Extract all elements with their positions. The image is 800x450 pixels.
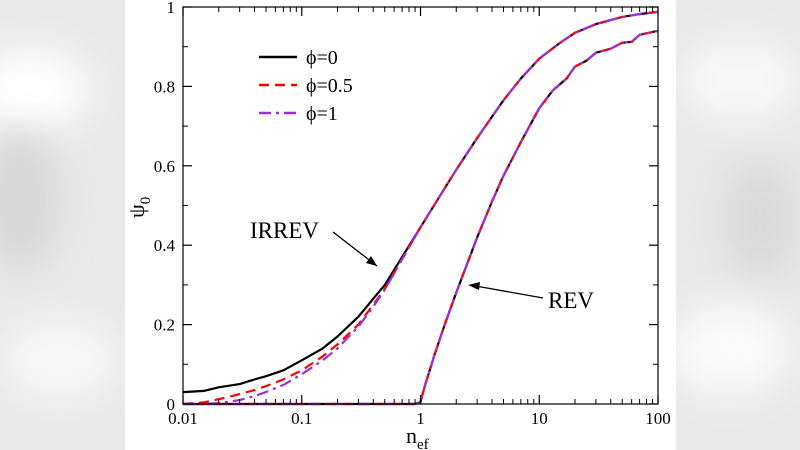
y-tick-label: 0.6 (154, 157, 175, 176)
y-tick-label: 0 (167, 395, 176, 414)
x-tick-label: 0.01 (168, 409, 198, 428)
axis-ticks: 0.01 0.1 1 10 100 0 0.2 0.4 0.6 0.8 1 (154, 0, 671, 428)
y-tick-label: 0.4 (154, 236, 176, 255)
x-axis-label-main: n (406, 423, 417, 448)
legend-label: ϕ=0.5 (306, 75, 353, 97)
annotation-rev: REV (548, 288, 594, 313)
series-layer (182, 10, 659, 406)
series-line-rev-0-5 (183, 29, 659, 406)
y-tick-label: 0.8 (154, 77, 175, 96)
x-tick-label: 1 (416, 409, 425, 428)
x-axis-label-subscript: ef (417, 437, 429, 450)
legend-label: ϕ=0 (306, 47, 338, 69)
x-tick-label: 0.1 (291, 409, 312, 428)
chart-panel: 0.01 0.1 1 10 100 0 0.2 0.4 0.6 0.8 1 ϕ=0 ϕ=0.5 ϕ=1 … (125, 0, 676, 450)
x-axis-label: nef (406, 423, 429, 450)
series-line-irrev-0 (182, 10, 659, 394)
legend-label: ϕ=1 (306, 103, 338, 125)
y-tick-label: 0.2 (154, 316, 175, 335)
annotation-rev-arrowhead (468, 282, 480, 290)
legend: ϕ=0 ϕ=0.5 ϕ=1 (259, 47, 353, 125)
y-axis-label-main: ψ (125, 204, 149, 218)
y-axis-label: ψ0 (125, 197, 154, 218)
x-tick-label: 10 (531, 409, 548, 428)
x-tick-label: 100 (645, 409, 671, 428)
annotation-rev-arrow (469, 284, 544, 299)
series-line-irrev-1 (183, 10, 659, 406)
series-line-irrev-0-5 (182, 10, 659, 406)
y-axis-label-subscript: 0 (138, 197, 154, 205)
plot-frame (182, 6, 659, 405)
series-line-rev-1 (183, 29, 659, 406)
annotation-irrev: IRREV (250, 218, 319, 243)
y-tick-label: 1 (167, 0, 176, 17)
annotation-irrev-arrowhead (366, 256, 377, 266)
